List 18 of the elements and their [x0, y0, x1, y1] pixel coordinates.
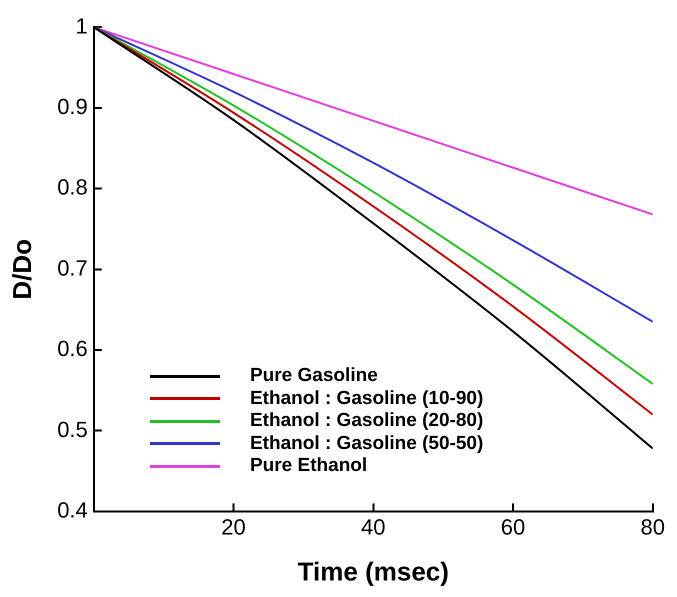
y-tick-label: 0.7 — [57, 255, 88, 280]
legend-label: Pure Ethanol — [250, 455, 368, 478]
legend-label: Pure Gasoline — [250, 365, 378, 388]
x-axis-title: Time (msec) — [298, 556, 449, 587]
y-tick-label: 1 — [76, 13, 88, 38]
y-tick-label: 0.9 — [57, 94, 88, 119]
x-tick-label: 20 — [221, 514, 246, 540]
x-tick-label: 60 — [500, 514, 526, 540]
legend-label: Ethanol : Gasoline (20-80) — [250, 410, 484, 432]
y-axis-title: D/Do — [6, 238, 37, 300]
y-tick-label: 0.8 — [57, 174, 88, 200]
x-tick-label: 40 — [361, 514, 386, 540]
x-tick-label: 80 — [640, 514, 666, 540]
legend-label: Ethanol : Gasoline (10-90) — [250, 388, 484, 410]
y-tick-label: 0.4 — [57, 497, 88, 522]
legend-label: Ethanol : Gasoline (50-50) — [250, 432, 484, 455]
y-tick-label: 0.6 — [57, 336, 88, 362]
y-tick-label: 0.5 — [57, 416, 88, 442]
